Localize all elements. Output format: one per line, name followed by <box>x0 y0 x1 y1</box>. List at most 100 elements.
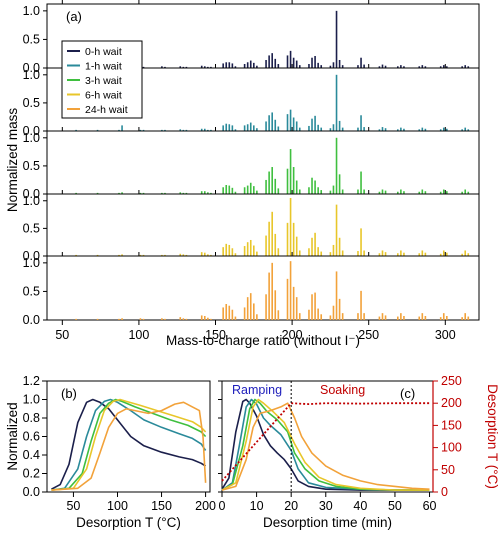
bar <box>225 123 228 131</box>
bar <box>179 66 182 68</box>
bar <box>311 57 313 68</box>
bar <box>439 191 442 194</box>
panel-a-mass-spectra: 0.00.51.00.00.51.00.00.51.00.00.51.00.00… <box>5 0 480 348</box>
legend-entry: 3-h wait <box>85 75 122 87</box>
bar <box>207 192 209 194</box>
bar <box>341 313 344 320</box>
bar <box>210 66 212 68</box>
bar <box>320 251 323 256</box>
bar <box>360 115 362 131</box>
bar <box>378 253 381 256</box>
bar <box>397 191 399 194</box>
temperature-line <box>221 402 430 482</box>
bar <box>246 185 249 194</box>
bar <box>442 313 445 320</box>
y-tick-label: 1.0 <box>23 4 40 18</box>
bar <box>292 167 295 194</box>
bar <box>121 192 123 194</box>
bar <box>121 254 123 256</box>
bar <box>289 50 292 68</box>
bar <box>418 191 421 194</box>
y-tick-label: 0.5 <box>23 96 40 110</box>
bar <box>314 292 316 320</box>
bar <box>179 317 182 320</box>
bar <box>363 189 365 194</box>
bar <box>317 187 319 194</box>
bar <box>332 244 335 256</box>
bar <box>384 252 387 256</box>
bar <box>320 127 323 131</box>
x-tick-label: 30 <box>319 499 333 513</box>
bar <box>222 307 224 320</box>
bar <box>464 127 467 131</box>
bar <box>335 74 338 131</box>
bar <box>286 55 289 68</box>
bar <box>424 191 427 194</box>
bar <box>341 250 344 256</box>
bar <box>75 318 77 320</box>
bar <box>295 60 298 68</box>
bar <box>384 128 387 131</box>
bar <box>446 66 448 68</box>
bar <box>164 129 166 131</box>
bar <box>446 191 448 194</box>
bar <box>292 286 295 320</box>
bar <box>403 316 405 320</box>
bar <box>277 188 280 194</box>
y2-tick-label: 0 <box>441 485 448 499</box>
bar <box>225 185 228 194</box>
bar <box>363 127 365 131</box>
bar <box>207 317 209 320</box>
bar <box>400 127 402 131</box>
bar <box>210 254 212 256</box>
y-tick-label: 0.0 <box>23 249 40 263</box>
bar <box>335 10 338 68</box>
bar <box>179 129 182 131</box>
x-tick-label: 10 <box>250 499 264 513</box>
y-tick-label: 0.8 <box>23 411 40 425</box>
bar <box>139 254 142 256</box>
bar <box>360 228 362 256</box>
bar <box>182 66 185 68</box>
bar <box>210 318 212 320</box>
bar <box>384 65 387 68</box>
y2-tick-label: 200 <box>441 396 462 410</box>
bar <box>231 248 234 256</box>
bar <box>467 191 470 194</box>
bar <box>228 185 231 194</box>
bar <box>243 64 246 68</box>
bar <box>384 315 387 320</box>
bar <box>357 127 359 131</box>
bar <box>164 192 166 194</box>
bar <box>338 298 341 320</box>
bar <box>139 192 142 194</box>
bar <box>265 121 267 131</box>
bar <box>96 254 99 256</box>
bar <box>118 254 120 256</box>
bar <box>378 316 381 320</box>
bar <box>274 58 277 68</box>
x-tick-label: 150 <box>151 499 172 513</box>
bar <box>185 66 188 68</box>
bar <box>464 250 467 256</box>
bar <box>421 127 424 131</box>
bar <box>243 187 246 194</box>
bar <box>142 192 145 194</box>
bar <box>329 65 332 68</box>
bar <box>298 189 301 194</box>
bar <box>246 242 249 256</box>
bar <box>225 243 228 256</box>
bar <box>121 125 123 131</box>
bar <box>277 310 280 320</box>
y-tick-label: 0.5 <box>23 284 40 298</box>
bar <box>363 250 365 256</box>
bar <box>161 192 163 194</box>
bar <box>311 118 313 131</box>
bar <box>200 191 203 194</box>
y-tick-label: 1.2 <box>23 374 40 388</box>
series-line-0 <box>51 398 207 490</box>
panel-frame <box>46 130 480 195</box>
bar <box>467 316 470 320</box>
x-tick-label: 200 <box>195 499 216 513</box>
